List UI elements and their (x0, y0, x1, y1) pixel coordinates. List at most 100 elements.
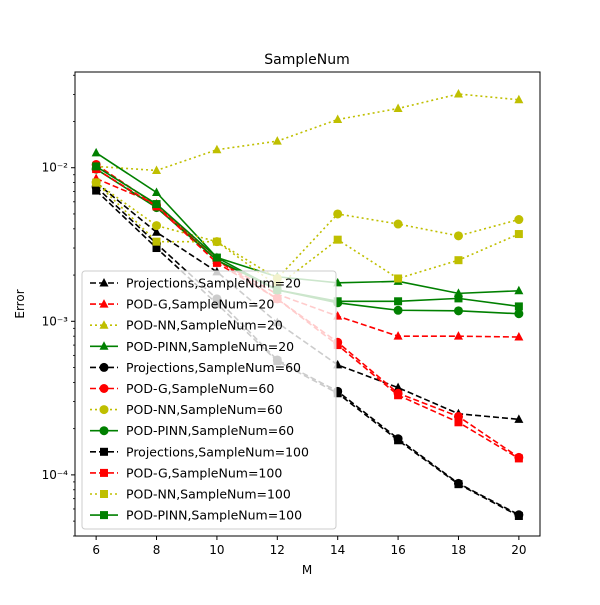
data-point (453, 88, 463, 98)
data-point (92, 186, 101, 195)
data-point (91, 147, 101, 157)
data-point (152, 237, 161, 246)
data-point (212, 258, 221, 267)
data-point (152, 200, 161, 209)
legend-label: POD-PINN,SampleNum=100 (126, 508, 302, 523)
data-point (393, 305, 403, 315)
legend-label: POD-NN,SampleNum=100 (126, 487, 291, 502)
x-tick-label: 12 (270, 543, 285, 557)
data-point (514, 454, 523, 463)
data-point (514, 332, 524, 341)
data-point (333, 389, 342, 398)
y-tick-label: 10⁻³ (42, 314, 69, 328)
series-line (95, 181, 520, 280)
legend-label: POD-G,SampleNum=60 (126, 381, 274, 396)
legend-marker (99, 278, 109, 287)
data-point (454, 480, 463, 489)
data-point (514, 309, 524, 319)
legend-marker (99, 362, 109, 372)
legend-entry: Projections,SampleNum=100 (90, 444, 309, 459)
x-tick-label: 10 (209, 543, 224, 557)
data-point (514, 230, 523, 239)
x-tick-label: 16 (390, 543, 405, 557)
data-point (394, 274, 403, 283)
x-tick-label: 8 (153, 543, 161, 557)
legend: Projections,SampleNum=20 POD-G,SampleNum=… (81, 270, 337, 530)
x-tick-label: 20 (511, 543, 526, 557)
legend-entry: POD-G,SampleNum=60 (90, 381, 274, 396)
x-tick-label: 14 (330, 543, 345, 557)
legend-marker (100, 511, 108, 520)
legend-label: Projections,SampleNum=60 (126, 360, 301, 375)
series-line (96, 93, 519, 172)
data-point (514, 414, 524, 423)
data-point (393, 219, 403, 229)
legend-label: POD-G,SampleNum=20 (126, 297, 274, 312)
legend-entry: POD-G,SampleNum=20 (90, 297, 274, 312)
y-axis-label: Error (13, 289, 27, 318)
legend-entry: POD-NN,SampleNum=20 (90, 318, 283, 333)
legend-marker (100, 468, 108, 477)
data-point (212, 144, 222, 154)
legend-marker (99, 299, 109, 308)
data-point (212, 237, 221, 246)
series-line (95, 182, 520, 287)
chart-title: SampleNum (264, 52, 349, 68)
x-tick-label: 6 (92, 543, 100, 557)
data-point (152, 227, 162, 236)
legend-entry: POD-NN,SampleNum=60 (90, 402, 283, 417)
legend-entry: POD-NN,SampleNum=100 (90, 487, 291, 502)
data-point (514, 94, 524, 104)
legend-entry: Projections,SampleNum=60 (90, 360, 301, 375)
data-point (92, 162, 101, 171)
data-point (333, 341, 342, 350)
data-point (454, 294, 463, 303)
data-point (393, 331, 403, 340)
legend-label: POD-NN,SampleNum=60 (126, 402, 283, 417)
data-point (272, 136, 282, 145)
data-point (514, 511, 523, 520)
data-point (333, 209, 343, 219)
legend-entry: Projections,SampleNum=20 (90, 276, 301, 291)
data-point (212, 253, 221, 262)
legend-label: POD-G,SampleNum=100 (126, 465, 282, 480)
data-point (453, 231, 463, 241)
legend-label: Projections,SampleNum=100 (126, 444, 309, 459)
legend-entry: POD-G,SampleNum=100 (90, 465, 282, 480)
data-point (454, 256, 463, 265)
legend-label: POD-NN,SampleNum=20 (126, 318, 283, 333)
legend-marker (99, 341, 109, 350)
data-point (152, 165, 162, 174)
data-point (453, 306, 463, 316)
legend-marker (100, 447, 108, 456)
legend-entry: POD-PINN,SampleNum=20 (90, 339, 294, 354)
legend-marker (99, 426, 109, 436)
legend-entry: POD-PINN,SampleNum=100 (90, 508, 302, 523)
data-point (394, 436, 403, 445)
legend-box (81, 270, 337, 530)
data-point (92, 178, 101, 187)
legend-marker (99, 384, 109, 393)
data-point (514, 302, 523, 311)
legend-label: POD-PINN,SampleNum=60 (126, 423, 294, 438)
data-point (152, 187, 162, 196)
data-point (453, 331, 463, 340)
legend-marker (100, 490, 108, 498)
legend-label: POD-PINN,SampleNum=20 (126, 339, 294, 354)
y-tick-label: 10⁻⁴ (42, 468, 69, 482)
data-point (514, 215, 524, 225)
data-point (514, 285, 524, 295)
y-tick-label: 10⁻² (42, 161, 69, 175)
data-point (152, 221, 162, 231)
x-axis-label: M (302, 563, 312, 577)
legend-entry: POD-PINN,SampleNum=60 (90, 423, 294, 438)
data-point (333, 235, 342, 244)
data-point (454, 418, 463, 427)
legend-marker (99, 405, 109, 415)
data-point (152, 244, 161, 253)
legend-label: Projections,SampleNum=20 (126, 276, 301, 291)
data-point (333, 297, 342, 306)
axis-ticks: 6 8 10 12 14 16 18 20 10⁻⁴ 10⁻³ 10⁻² (42, 74, 527, 557)
